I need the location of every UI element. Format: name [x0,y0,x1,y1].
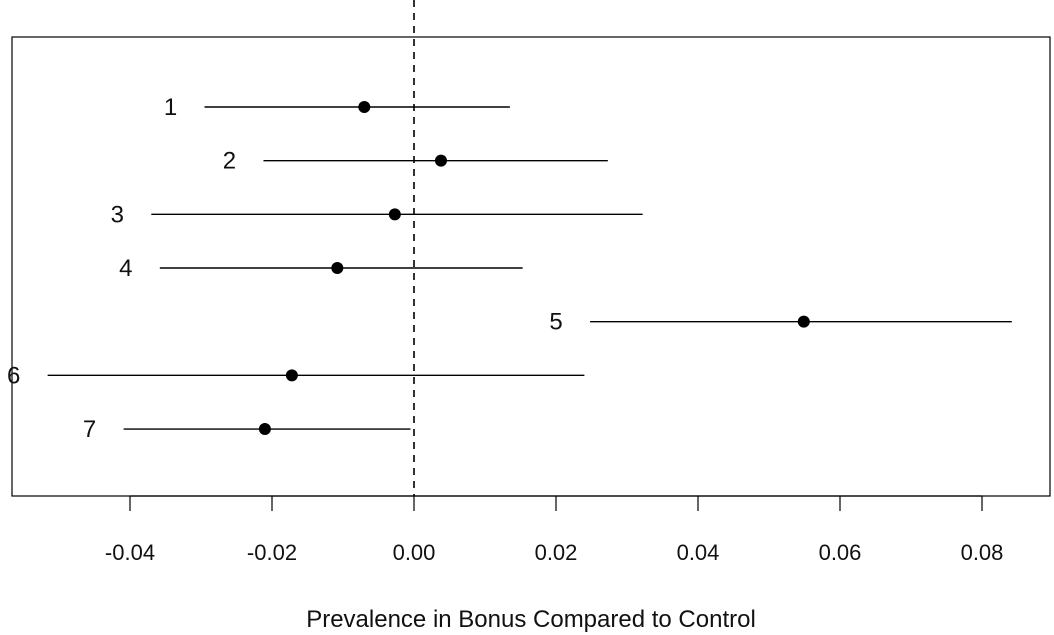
x-axis: -0.04 -0.02 0.00 0.02 0.04 0.06 0.08 [105,495,1004,565]
row-7: 7 [83,416,411,443]
x-axis-label: Prevalence in Bonus Compared to Control [306,606,756,633]
point-2 [434,154,447,167]
row-label-2: 2 [223,148,236,175]
row-label-4: 4 [119,255,132,282]
x-tick-label-6: 0.08 [961,540,1004,565]
point-3 [388,208,401,221]
x-tick-label-3: 0.02 [535,540,578,565]
row-6: 6 [7,362,585,389]
x-tick-label-2: 0.00 [393,540,436,565]
x-tick-label-1: -0.02 [247,540,297,565]
x-tick-label-5: 0.06 [819,540,862,565]
row-4: 4 [119,255,523,282]
row-label-3: 3 [111,201,124,228]
row-label-7: 7 [83,416,96,443]
row-label-5: 5 [549,309,562,336]
row-label-6: 6 [7,362,20,389]
point-6 [285,369,298,382]
row-1: 1 [164,94,510,121]
point-4 [331,262,344,275]
point-7 [258,423,271,436]
row-label-1: 1 [164,94,177,121]
x-tick-label-4: 0.04 [677,540,720,565]
plot-layer: 1 2 3 4 5 6 7 [7,0,1012,496]
row-2: 2 [223,148,608,175]
point-1 [358,101,371,113]
row-5: 5 [549,309,1012,336]
x-tick-label-0: -0.04 [105,540,155,565]
row-3: 3 [111,201,643,228]
point-5 [797,315,810,328]
